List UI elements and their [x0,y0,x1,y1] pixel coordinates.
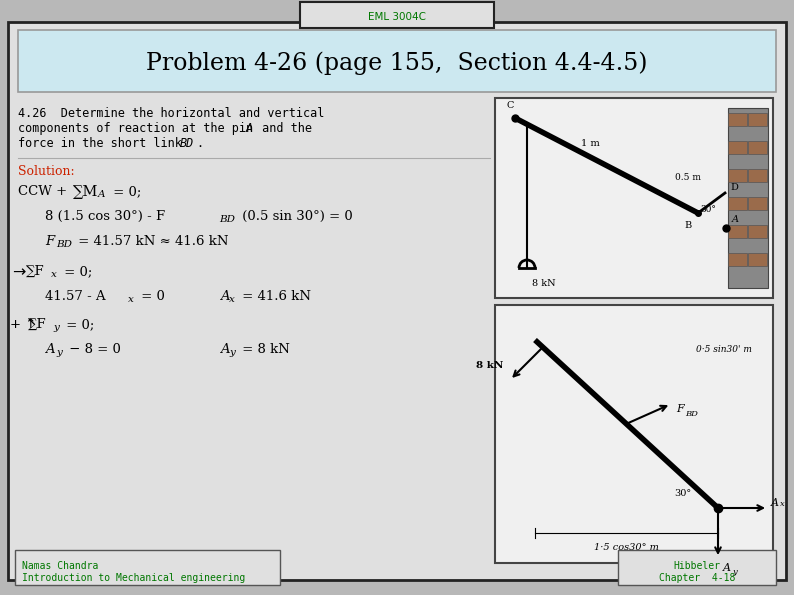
Text: + ↑: + ↑ [10,318,37,331]
Text: BD: BD [56,240,72,249]
Text: A: A [246,122,253,135]
Text: ∑F: ∑F [26,265,44,278]
FancyBboxPatch shape [15,550,280,585]
Bar [728,141,747,154]
Text: A: A [220,343,229,356]
Text: = 41.57 kN ≈ 41.6 kN: = 41.57 kN ≈ 41.6 kN [74,235,229,248]
Text: Chapter  4-18: Chapter 4-18 [659,573,735,583]
Text: A: A [723,563,731,573]
Text: BD: BD [180,137,195,150]
Bar [748,169,767,182]
Text: F: F [676,404,684,414]
Text: 8 (1.5 cos 30°) - F: 8 (1.5 cos 30°) - F [45,210,165,223]
Text: y: y [56,348,62,357]
Text: 1·5 cos30° m: 1·5 cos30° m [594,543,658,552]
Text: = 0;: = 0; [60,265,92,278]
Text: = 0;: = 0; [109,185,141,198]
Text: .: . [196,137,203,150]
FancyBboxPatch shape [495,305,773,563]
Bar [748,225,767,238]
Bar [748,113,767,126]
FancyBboxPatch shape [8,22,786,580]
Text: A: A [98,190,106,199]
Text: EML 3004C: EML 3004C [368,12,426,22]
Text: components of reaction at the pin: components of reaction at the pin [18,122,260,135]
Bar [748,141,767,154]
Text: and the: and the [255,122,312,135]
Text: A: A [732,215,739,224]
Text: Problem 4-26 (page 155,  Section 4.4-4.5): Problem 4-26 (page 155, Section 4.4-4.5) [146,51,648,75]
Text: D: D [730,183,738,193]
Text: →: → [12,265,25,280]
Text: A: A [220,290,229,303]
Text: − 8 = 0: − 8 = 0 [65,343,121,356]
Text: BD: BD [685,410,698,418]
FancyBboxPatch shape [300,2,494,28]
Text: x: x [229,295,235,304]
Bar [728,225,747,238]
Text: Solution:: Solution: [18,165,75,178]
Text: x: x [51,270,57,279]
Text: 8 kN: 8 kN [532,279,556,288]
Text: y: y [229,348,235,357]
Bar [728,253,747,266]
Text: 8 kN: 8 kN [476,361,503,369]
Text: ∑F: ∑F [28,318,47,331]
Text: 41.57 - A: 41.57 - A [45,290,106,303]
Bar [728,197,747,210]
Text: CCW +: CCW + [18,185,71,198]
Text: ∑M: ∑M [73,185,98,199]
FancyBboxPatch shape [495,98,773,298]
Text: BD: BD [219,215,235,224]
Text: y: y [732,568,737,576]
Text: x: x [128,295,134,304]
Bar [748,197,767,210]
Text: Namas Chandra: Namas Chandra [22,561,98,571]
Text: B: B [684,221,692,230]
Text: 1 m: 1 m [580,139,599,148]
Text: = 0;: = 0; [62,318,94,331]
Bar [728,108,768,288]
Text: C: C [507,101,514,110]
Bar [748,253,767,266]
Text: A: A [771,498,779,508]
Text: 30°: 30° [700,205,716,215]
Text: = 0: = 0 [137,290,165,303]
Text: (0.5 sin 30°) = 0: (0.5 sin 30°) = 0 [238,210,353,223]
Text: A: A [45,343,55,356]
Text: Introduction to Mechanical engineering: Introduction to Mechanical engineering [22,573,245,583]
Text: y: y [53,323,59,332]
Text: 0.5 m: 0.5 m [675,174,701,183]
Text: F: F [45,235,54,248]
Text: = 41.6 kN: = 41.6 kN [238,290,311,303]
Bar [728,169,747,182]
Text: x: x [780,500,784,508]
Text: force in the short link: force in the short link [18,137,189,150]
Text: = 8 kN: = 8 kN [238,343,290,356]
Bar [728,113,747,126]
FancyBboxPatch shape [618,550,776,585]
Text: 30°: 30° [674,488,692,497]
Text: Hibbeler: Hibbeler [673,561,720,571]
Text: 4.26  Determine the horizontal and vertical: 4.26 Determine the horizontal and vertic… [18,107,325,120]
FancyBboxPatch shape [18,30,776,92]
Text: 0·5 sin30' m: 0·5 sin30' m [696,346,752,355]
